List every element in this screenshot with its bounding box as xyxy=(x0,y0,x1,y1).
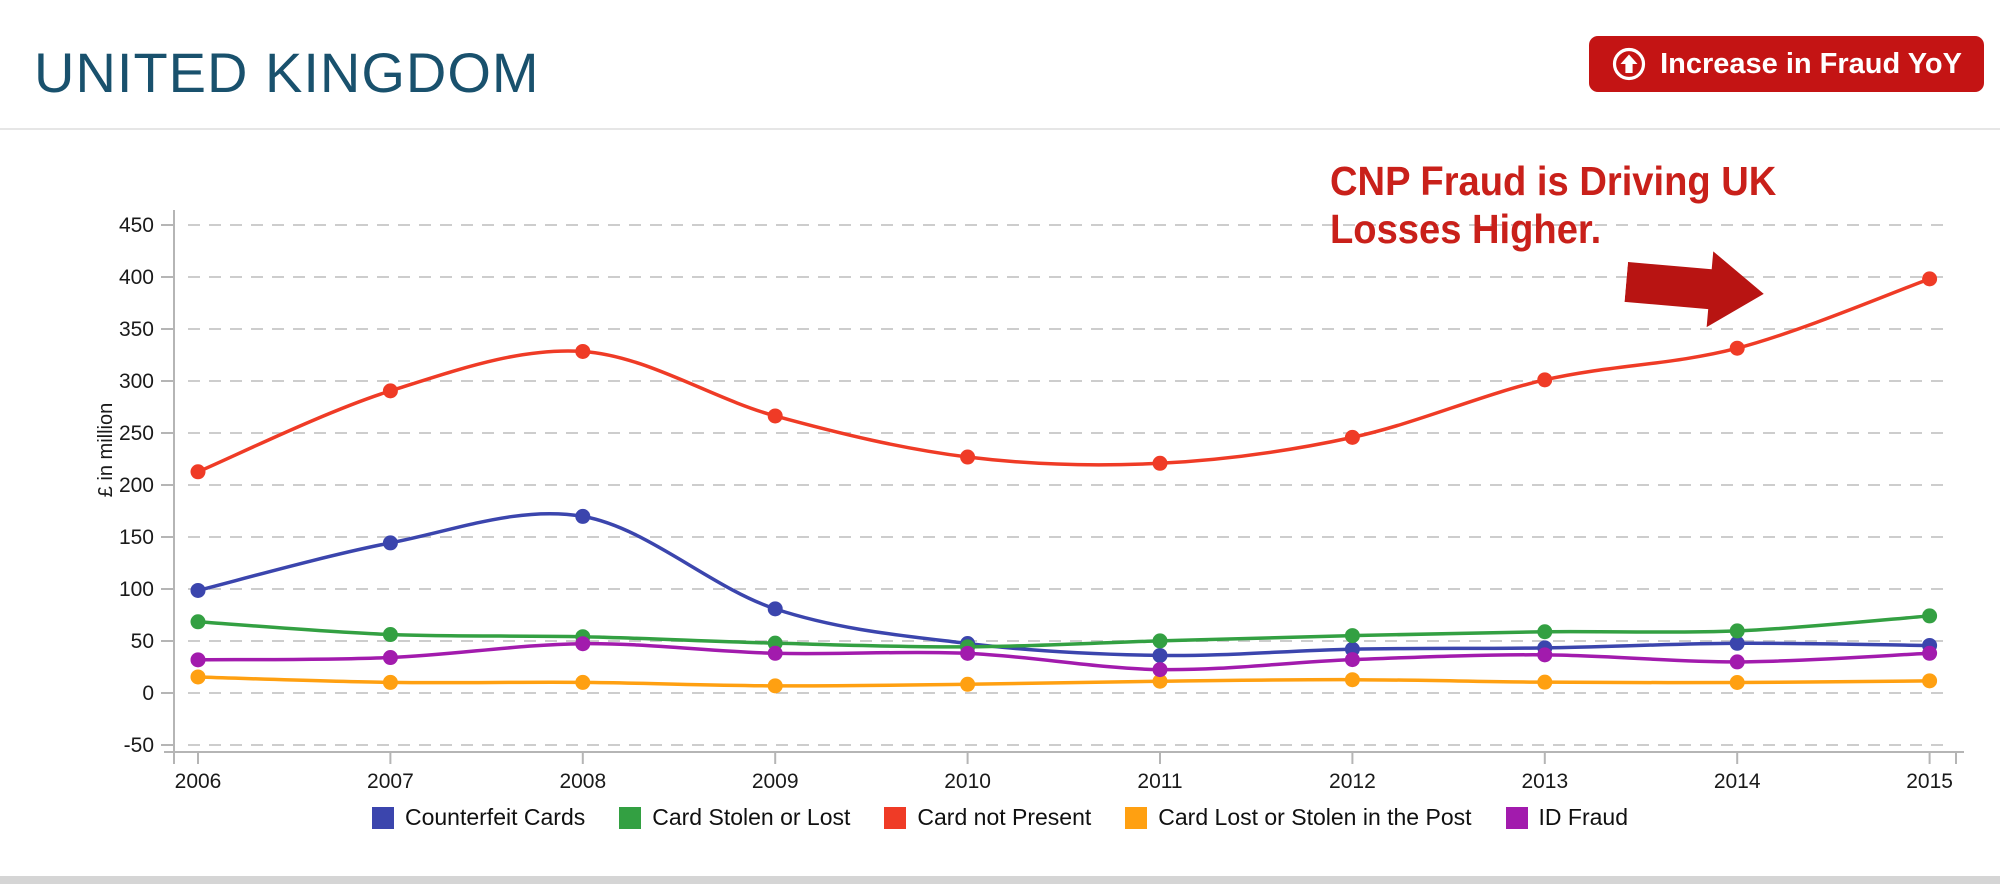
svg-text:2010: 2010 xyxy=(944,770,991,793)
page-title: UNITED KINGDOM xyxy=(34,41,540,104)
footer-strip xyxy=(0,876,2000,884)
svg-text:-50: -50 xyxy=(124,734,154,757)
svg-text:250: 250 xyxy=(119,422,154,445)
svg-text:2006: 2006 xyxy=(175,770,222,793)
annotation-line-2: Losses Higher. xyxy=(1330,205,1602,252)
svg-text:2013: 2013 xyxy=(1521,770,1568,793)
legend-label: Card not Present xyxy=(917,804,1092,830)
axis-tick-labels: -50 0 50 100 150 200 250 300 350 400 450 2006 2007 20… xyxy=(119,214,1953,793)
svg-text:2009: 2009 xyxy=(752,770,799,793)
chart-annotation: CNP Fraud is Driving UK Losses Higher. xyxy=(1330,158,1776,254)
chart-canvas: -50 0 50 100 150 200 250 300 350 400 450 2006 2007 20… xyxy=(95,210,1964,793)
header-divider xyxy=(0,128,2000,130)
series-lines xyxy=(197,277,1931,688)
series-line-id-fraud xyxy=(197,641,1930,672)
markers-card-lost-or-stolen-in-the-post xyxy=(190,669,1938,694)
circle-up-arrow-icon xyxy=(1612,47,1646,81)
legend-label: Counterfeit Cards xyxy=(404,804,586,830)
series-line-card-not-present xyxy=(197,277,1931,474)
legend-label: Card Stolen or Lost xyxy=(652,804,851,830)
series-line-card-stolen-or-lost xyxy=(197,614,1930,649)
legend-item-id-fraud[interactable]: ID Fraud xyxy=(1505,804,1628,831)
series-line-counterfeit-cards xyxy=(197,512,1930,658)
markers-card-stolen-or-lost xyxy=(190,608,1938,655)
legend-swatch-counterfeit-cards xyxy=(371,806,394,829)
increase-fraud-badge: Increase in Fraud YoY xyxy=(1589,36,1984,92)
svg-text:150: 150 xyxy=(119,526,154,549)
svg-text:2008: 2008 xyxy=(559,770,606,793)
right-block-arrow-icon xyxy=(1624,251,1764,328)
axis-ticks xyxy=(161,224,1957,764)
svg-text:0: 0 xyxy=(142,682,154,705)
legend-swatch-id-fraud xyxy=(1505,806,1528,829)
badge-label: Increase in Fraud YoY xyxy=(1660,47,1962,80)
svg-text:50: 50 xyxy=(131,630,154,653)
markers-counterfeit-cards xyxy=(190,508,1938,663)
markers-card-not-present xyxy=(190,271,1938,480)
svg-text:450: 450 xyxy=(119,214,154,237)
legend-item-card-stolen-or-lost[interactable]: Card Stolen or Lost xyxy=(619,804,850,831)
legend-item-card-not-present[interactable]: Card not Present xyxy=(884,804,1091,831)
legend-swatch-card-stolen-or-lost xyxy=(619,806,642,829)
svg-text:2011: 2011 xyxy=(1137,770,1182,793)
series-line-card-lost-or-stolen-in-the-post xyxy=(197,675,1930,688)
svg-text:2007: 2007 xyxy=(367,770,414,793)
svg-text:2015: 2015 xyxy=(1906,770,1953,793)
markers-id-fraud xyxy=(190,636,1938,678)
legend-label: ID Fraud xyxy=(1538,804,1628,830)
legend-swatch-card-lost-in-post xyxy=(1125,806,1148,829)
series-markers xyxy=(190,271,1938,694)
annotation-line-1: CNP Fraud is Driving UK xyxy=(1330,158,1777,204)
legend-item-counterfeit-cards[interactable]: Counterfeit Cards xyxy=(371,804,586,831)
legend-item-card-lost-in-post[interactable]: Card Lost or Stolen in the Post xyxy=(1125,804,1472,831)
svg-text:200: 200 xyxy=(119,474,154,497)
chart-legend: Counterfeit Cards Card Stolen or Lost Ca… xyxy=(0,804,2000,831)
svg-text:300: 300 xyxy=(119,370,154,393)
legend-swatch-card-not-present xyxy=(884,806,907,829)
legend-label: Card Lost or Stolen in the Post xyxy=(1158,804,1472,830)
svg-text:2012: 2012 xyxy=(1329,770,1376,793)
svg-text:100: 100 xyxy=(119,578,154,601)
svg-text:350: 350 xyxy=(119,318,154,341)
svg-text:400: 400 xyxy=(119,266,154,289)
svg-text:2014: 2014 xyxy=(1714,770,1761,793)
y-axis-title: £ in million xyxy=(95,403,117,497)
